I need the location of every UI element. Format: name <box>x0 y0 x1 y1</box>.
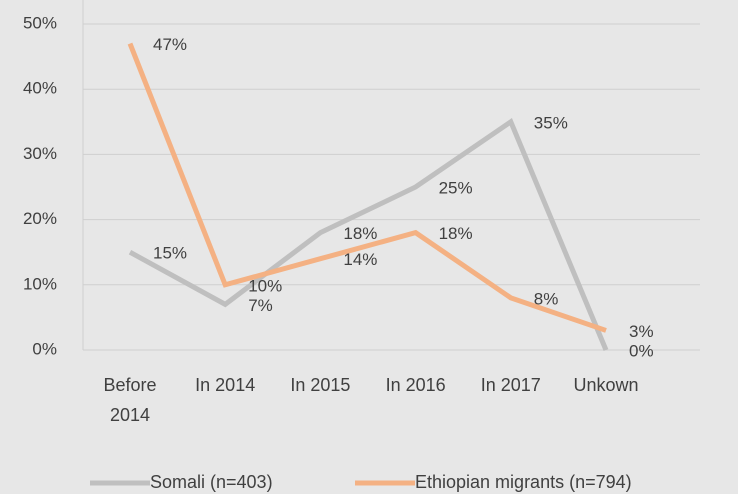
y-tick-label: 30% <box>23 144 57 163</box>
x-tick-label-box: In 2014 <box>195 375 256 395</box>
y-tick-label: 20% <box>23 209 57 228</box>
data-label: 15% <box>153 244 187 263</box>
data-label: 47% <box>153 35 187 54</box>
x-tick-label: In 2014 <box>195 375 256 395</box>
x-tick-label: In 2017 <box>480 375 541 395</box>
data-label: 25% <box>439 178 473 197</box>
x-tick-label-box: In 2015 <box>290 375 351 395</box>
data-label: 3% <box>629 322 654 341</box>
x-tick-label-box: Before 2014 <box>103 375 157 425</box>
y-tick-label: 40% <box>23 79 57 98</box>
data-label: 0% <box>629 341 654 360</box>
data-label: 10% <box>248 276 282 295</box>
x-tick-label: Before 2014 <box>103 375 157 425</box>
series-line <box>128 118 609 351</box>
x-tick-label-box: In 2016 <box>385 375 446 395</box>
data-label: 14% <box>343 250 377 269</box>
data-label: 18% <box>439 224 473 243</box>
x-tick-label: In 2016 <box>385 375 446 395</box>
data-label: 35% <box>534 113 568 132</box>
series-line <box>127 42 607 333</box>
x-tick-label: Unkown <box>573 375 639 395</box>
y-tick-label: 0% <box>32 339 57 358</box>
legend-label: Ethiopian migrants (n=794) <box>415 472 632 492</box>
legend-label: Somali (n=403) <box>150 472 273 492</box>
data-label: 8% <box>534 289 559 308</box>
y-tick-label: 10% <box>23 274 57 293</box>
y-tick-label: 50% <box>23 13 57 32</box>
x-tick-label-box: In 2017 <box>480 375 541 395</box>
x-tick-label-box: Unkown <box>573 375 639 395</box>
data-label: 7% <box>248 296 273 315</box>
data-label: 18% <box>343 224 377 243</box>
x-tick-label: In 2015 <box>290 375 351 395</box>
